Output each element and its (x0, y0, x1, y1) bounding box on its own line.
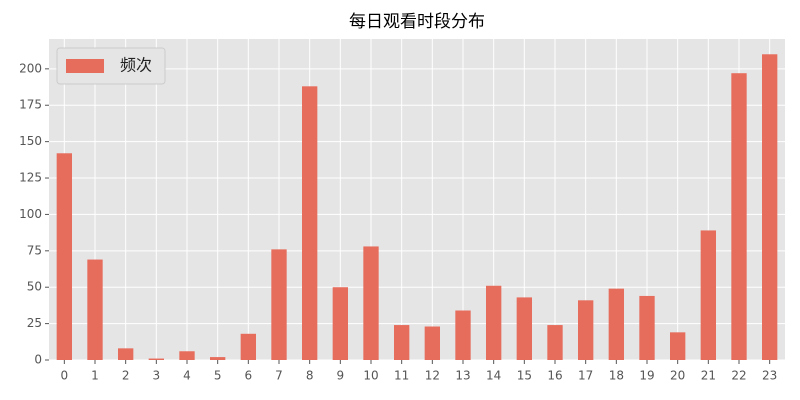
x-tick-label: 4 (183, 369, 191, 383)
x-tick-label: 21 (701, 369, 716, 383)
x-tick-label: 2 (122, 369, 130, 383)
bar (516, 297, 532, 360)
x-tick-label: 13 (455, 369, 470, 383)
x-tick-label: 0 (61, 369, 69, 383)
x-tick-label: 1 (91, 369, 99, 383)
x-tick-label: 23 (762, 369, 777, 383)
bar (87, 259, 103, 360)
bar (670, 332, 686, 360)
bar (363, 246, 379, 360)
x-tick-label: 6 (245, 369, 253, 383)
y-tick-label: 25 (27, 316, 42, 330)
bar (394, 325, 410, 360)
x-tick-label: 17 (578, 369, 593, 383)
x-tick-label: 7 (275, 369, 283, 383)
bar (148, 358, 164, 360)
bar (547, 325, 563, 360)
bar (424, 326, 440, 360)
y-tick-label: 0 (34, 353, 42, 367)
bar (455, 310, 471, 360)
bar (302, 86, 318, 360)
bar (639, 295, 655, 360)
x-tick-label: 12 (425, 369, 440, 383)
y-tick-label: 50 (27, 280, 42, 294)
x-tick-label: 15 (517, 369, 532, 383)
bar (700, 230, 716, 360)
bar (240, 333, 256, 360)
x-tick-label: 11 (394, 369, 409, 383)
bar (56, 153, 72, 360)
bar (731, 73, 747, 361)
x-tick-label: 16 (547, 369, 562, 383)
bar (332, 287, 348, 360)
legend-swatch (66, 59, 104, 73)
plot-background (49, 39, 785, 360)
y-tick-label: 175 (19, 98, 42, 112)
bar (762, 54, 778, 361)
y-tick-label: 125 (19, 171, 42, 185)
bar (578, 300, 594, 360)
bar (486, 285, 502, 360)
bar (179, 351, 195, 360)
x-tick-label: 5 (214, 369, 222, 383)
legend-text: 频次 (120, 56, 152, 75)
x-tick-label: 8 (306, 369, 314, 383)
bar (271, 249, 287, 360)
x-tick-label: 10 (363, 369, 378, 383)
bar (118, 348, 134, 360)
bar (210, 357, 226, 360)
legend-box (56, 47, 166, 85)
x-tick-label: 9 (337, 369, 345, 383)
y-tick-label: 200 (19, 61, 42, 75)
x-tick-label: 19 (639, 369, 654, 383)
x-tick-label: 22 (731, 369, 746, 383)
x-tick-label: 20 (670, 369, 685, 383)
chart-title: 每日观看时段分布 (349, 12, 485, 32)
y-tick-label: 75 (27, 243, 42, 257)
x-tick-label: 14 (486, 369, 501, 383)
x-tick-label: 18 (609, 369, 624, 383)
y-tick-label: 150 (19, 134, 42, 148)
bar (608, 288, 624, 360)
x-tick-label: 3 (153, 369, 161, 383)
y-tick-label: 100 (19, 207, 42, 221)
